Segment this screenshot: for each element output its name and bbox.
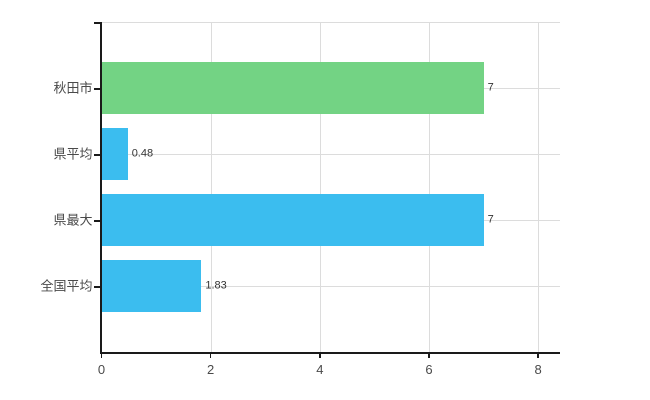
x-axis-tick-label: 2 bbox=[207, 362, 215, 377]
x-axis-tick bbox=[319, 352, 321, 358]
bar[interactable] bbox=[101, 194, 484, 246]
x-axis-tick bbox=[428, 352, 430, 358]
bar-value-label: 1.83 bbox=[205, 279, 227, 292]
gridline-vertical bbox=[429, 22, 430, 352]
y-axis-category-label: 秋田市 bbox=[53, 80, 93, 96]
x-axis-tick-label: 4 bbox=[316, 362, 324, 377]
y-axis-tick bbox=[94, 88, 100, 90]
y-axis-tick bbox=[94, 22, 100, 24]
y-axis-line bbox=[100, 22, 102, 354]
bar-value-label: 7 bbox=[487, 213, 494, 226]
gridline-vertical bbox=[319, 22, 321, 352]
y-axis-tick bbox=[94, 220, 100, 222]
bar-value-label: 0.48 bbox=[131, 147, 154, 160]
y-axis-tick bbox=[94, 154, 100, 156]
y-axis-tick bbox=[94, 286, 100, 288]
bar[interactable] bbox=[101, 260, 202, 312]
x-axis-tick-label: 0 bbox=[97, 362, 106, 377]
y-axis-category-label: 全国平均 bbox=[40, 278, 93, 294]
x-axis-tick bbox=[100, 352, 103, 358]
x-axis-tick-label: 8 bbox=[534, 362, 542, 377]
gridline-vertical bbox=[538, 22, 540, 352]
x-axis-tick-label: 6 bbox=[425, 362, 433, 377]
gridline-horizontal bbox=[101, 22, 560, 23]
x-axis-tick bbox=[209, 352, 212, 358]
bar[interactable] bbox=[101, 62, 484, 114]
gridline-horizontal bbox=[101, 154, 560, 155]
bar-value-label: 7 bbox=[487, 81, 494, 94]
x-axis-tick bbox=[537, 352, 539, 358]
gridline-horizontal bbox=[101, 286, 560, 287]
bar[interactable] bbox=[101, 128, 128, 180]
y-axis-category-label: 県最大 bbox=[53, 212, 93, 228]
y-axis-category-label: 県平均 bbox=[53, 146, 93, 162]
x-axis-line bbox=[100, 352, 560, 354]
gridline-vertical bbox=[210, 22, 212, 352]
